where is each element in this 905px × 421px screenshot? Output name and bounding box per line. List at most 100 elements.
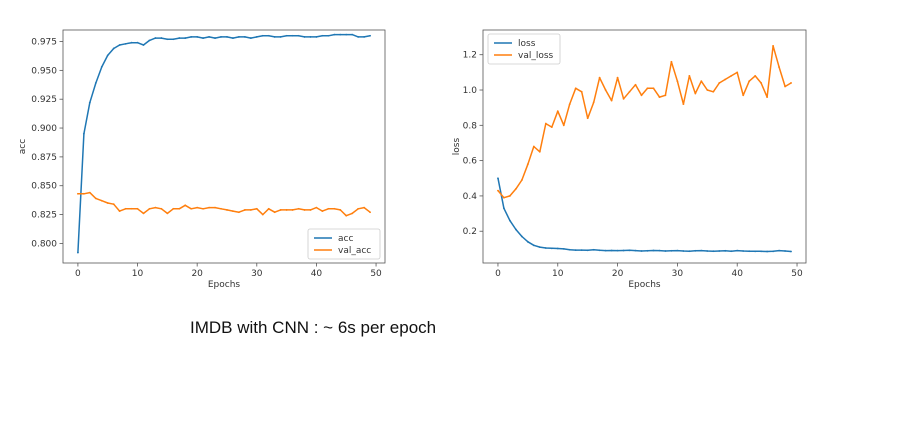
data-point-loss [646, 249, 649, 252]
data-point-acc [100, 66, 103, 68]
data-point-acc [154, 37, 157, 39]
data-point-loss [580, 249, 583, 252]
data-point-acc [166, 38, 169, 41]
data-point-val_acc [273, 211, 276, 214]
data-point-val_acc [82, 192, 85, 195]
data-point-acc [255, 36, 258, 38]
data-point-val_loss [724, 78, 727, 81]
data-point-val_loss [688, 74, 691, 77]
data-point-loss [622, 249, 625, 252]
data-point-val_acc [345, 214, 348, 217]
data-point-val_acc [249, 209, 252, 211]
data-point-val_acc [154, 206, 157, 209]
series-line-loss [497, 178, 792, 253]
data-point-loss [760, 250, 763, 253]
x-tick-label: 40 [311, 269, 323, 279]
x-axis-label: Epochs [208, 280, 241, 290]
data-point-val_acc [178, 207, 181, 210]
data-point-val_acc [333, 207, 336, 210]
data-point-acc [315, 36, 318, 38]
y-tick-label: 0.4 [463, 192, 478, 202]
plot-frame [62, 29, 386, 264]
x-tick-label: 30 [251, 269, 263, 279]
data-point-loss [640, 250, 643, 252]
data-point-val_loss [544, 122, 547, 125]
y-tick-label: 1.2 [463, 51, 477, 61]
data-point-val_acc [238, 211, 240, 214]
x-tick-label: 10 [552, 269, 564, 279]
data-point-loss [706, 250, 709, 252]
x-axis-label: Epochs [628, 280, 661, 290]
y-tick-label: 0.950 [31, 66, 57, 76]
data-point-val_loss [694, 92, 697, 95]
data-point-loss [634, 249, 637, 252]
data-point-val_loss [640, 94, 643, 97]
data-point-val_acc [303, 209, 306, 211]
data-point-val_acc [315, 206, 318, 209]
data-point-acc [267, 34, 270, 37]
data-point-val_acc [172, 207, 175, 210]
data-point-acc [333, 33, 336, 36]
data-point-loss [586, 249, 589, 252]
data-point-loss [742, 250, 745, 252]
data-point-loss [556, 247, 559, 250]
data-point-loss [700, 249, 703, 252]
data-point-loss [592, 248, 595, 251]
data-point-val_loss [634, 83, 637, 86]
y-axis-label: loss [452, 137, 462, 155]
y-tick-label: 0.800 [31, 239, 57, 249]
data-point-loss [670, 249, 673, 252]
data-point-val_loss [503, 196, 505, 199]
plot-frame [482, 29, 807, 264]
data-point-val_acc [255, 207, 258, 210]
data-point-loss [730, 250, 733, 253]
data-point-loss [503, 207, 505, 210]
data-point-val_loss [718, 82, 721, 84]
data-point-loss [604, 249, 607, 252]
data-point-loss [772, 250, 775, 253]
data-point-acc [220, 36, 222, 38]
data-point-val_loss [562, 124, 565, 127]
data-point-loss [526, 240, 529, 243]
data-point-val_acc [166, 212, 169, 215]
x-tick-label: 0 [495, 269, 501, 279]
y-tick-label: 0.825 [31, 211, 57, 221]
figure-caption: IMDB with CNN : ~ 6s per epoch [190, 318, 437, 337]
data-point-acc [351, 33, 354, 36]
data-point-val_acc [142, 212, 145, 215]
data-point-acc [190, 36, 193, 38]
legend-label-val_loss: val_loss [518, 51, 554, 61]
data-point-val_acc [136, 207, 139, 210]
legend-label-val_acc: val_acc [338, 246, 371, 256]
data-point-acc [243, 36, 246, 38]
data-point-loss [652, 249, 655, 252]
data-point-acc [357, 36, 360, 38]
data-point-acc [106, 54, 109, 57]
y-tick-label: 0.850 [31, 182, 57, 192]
data-point-val_loss [736, 71, 739, 74]
accuracy-chart: 0 10 20 30 40 50 0.800 0.825 0.850 0.875 0.900 0.92… [18, 29, 386, 290]
data-point-loss [778, 249, 780, 252]
data-point-val_acc [339, 209, 342, 211]
data-point-loss [658, 249, 661, 252]
data-point-acc [273, 36, 276, 38]
data-point-acc [196, 36, 199, 38]
data-point-acc [136, 41, 139, 44]
data-point-val_loss [598, 76, 601, 79]
data-point-val_loss [790, 82, 792, 84]
data-point-val_acc [357, 207, 360, 210]
data-point-loss [628, 249, 631, 252]
data-point-val_loss [568, 103, 571, 106]
data-point-loss [694, 249, 697, 252]
data-point-val_acc [232, 210, 234, 212]
data-point-acc [279, 36, 282, 38]
data-point-acc [202, 37, 205, 39]
x-tick-label: 50 [791, 269, 803, 279]
data-point-val_loss [742, 94, 745, 97]
data-point-val_acc [226, 209, 228, 211]
x-tick-label: 30 [672, 269, 684, 279]
data-point-val_loss [682, 103, 685, 106]
data-point-loss [766, 250, 769, 253]
data-point-val_acc [196, 206, 199, 209]
data-point-val_acc [160, 207, 163, 210]
